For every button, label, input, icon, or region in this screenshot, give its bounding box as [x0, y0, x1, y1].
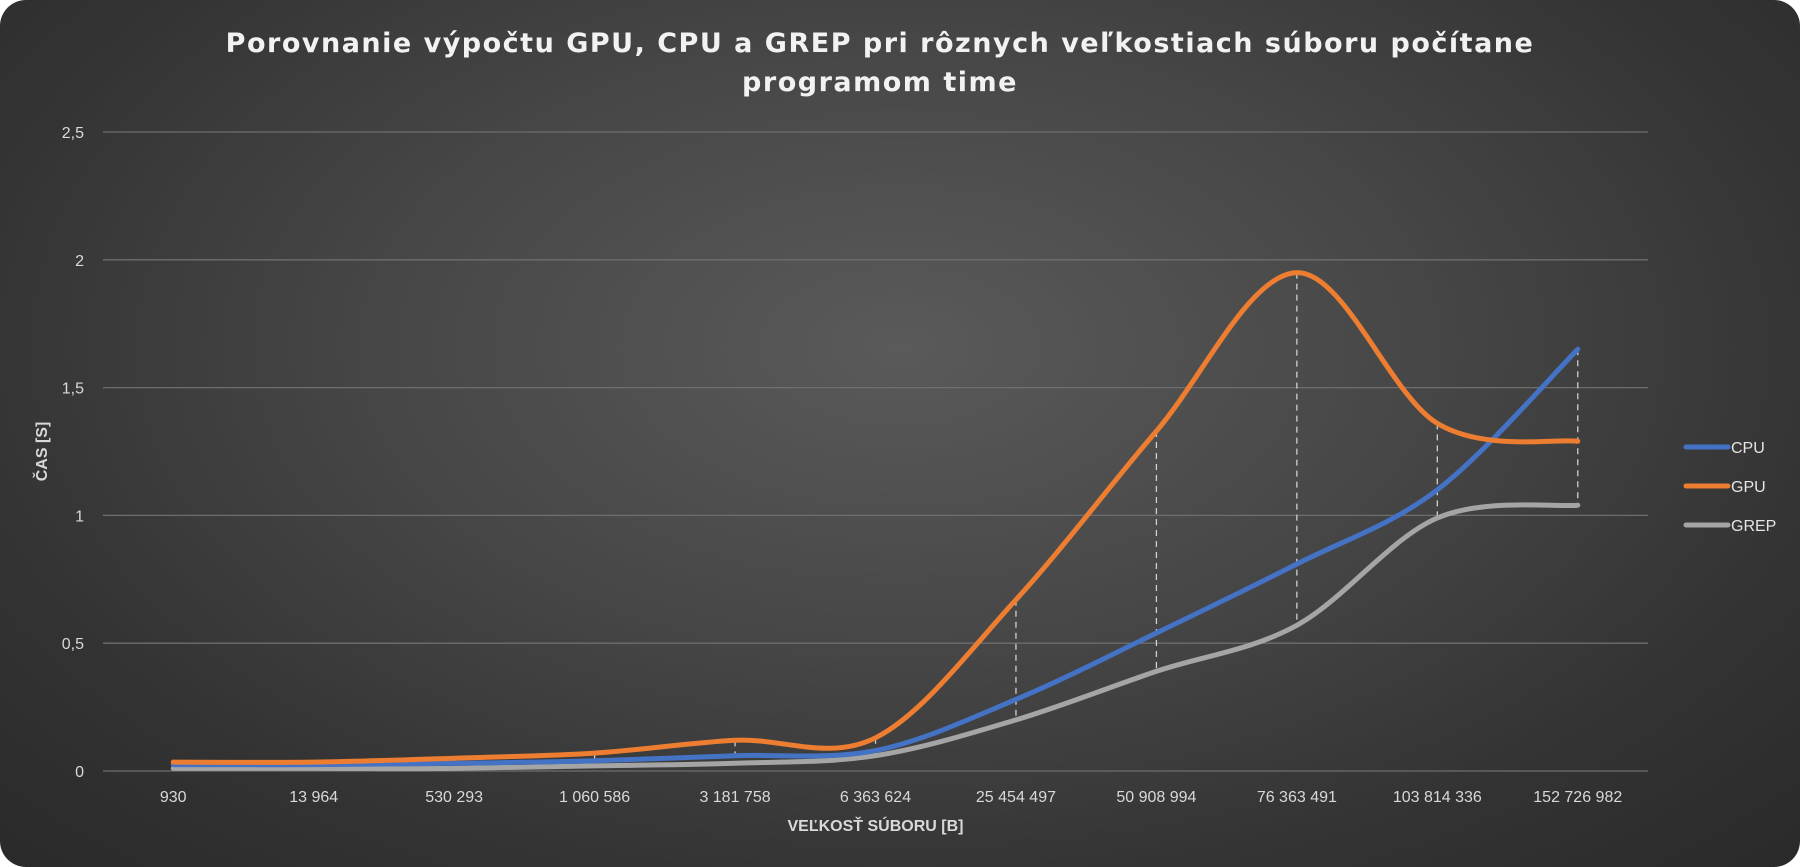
series-line-cpu	[170, 346, 1581, 768]
legend-label-cpu: CPU	[1731, 440, 1765, 457]
x-tick-label: 13 964	[289, 789, 338, 806]
x-tick-label: 3 181 758	[699, 789, 770, 806]
series-line-gpu	[170, 270, 1581, 765]
x-axis-title: VEĽKOSŤ SÚBORU [B]	[788, 816, 964, 835]
y-axis-title: ČAS [S]	[32, 422, 51, 482]
x-tick-label: 50 908 994	[1116, 789, 1196, 806]
y-tick-label: 1	[75, 508, 84, 525]
series-line-grep	[170, 502, 1581, 772]
legend-label-grep: GREP	[1731, 518, 1776, 535]
x-tick-label: 103 814 336	[1393, 789, 1482, 806]
x-tick-label: 6 363 624	[840, 789, 911, 806]
legend-label-gpu: GPU	[1731, 479, 1766, 496]
x-tick-label: 152 726 982	[1533, 789, 1622, 806]
x-tick-label: 25 454 497	[976, 789, 1056, 806]
y-tick-label: 0,5	[62, 636, 84, 653]
x-tick-label: 530 293	[425, 789, 483, 806]
y-tick-label: 2	[75, 253, 84, 270]
gridlines	[103, 131, 1648, 772]
legend: CPU GPU GREP	[1683, 440, 1776, 535]
drop-lines	[172, 272, 1579, 769]
y-tick-label: 0	[75, 764, 84, 781]
x-tick-label: 76 363 491	[1257, 789, 1337, 806]
x-axis-ticks: 930 13 964 530 293 1 060 586 3 181 758 6 363 …	[160, 789, 1622, 806]
series-lines	[170, 270, 1581, 772]
chart-title: Porovnanie výpočtu GPU, CPU a GREP pri r…	[225, 28, 1535, 98]
y-axis-ticks: 0 0,5 1 1,5 2 2,5	[62, 125, 84, 781]
y-tick-label: 2,5	[62, 125, 84, 142]
x-tick-label: 930	[160, 789, 187, 806]
x-tick-label: 1 060 586	[559, 789, 630, 806]
y-tick-label: 1,5	[62, 381, 84, 398]
